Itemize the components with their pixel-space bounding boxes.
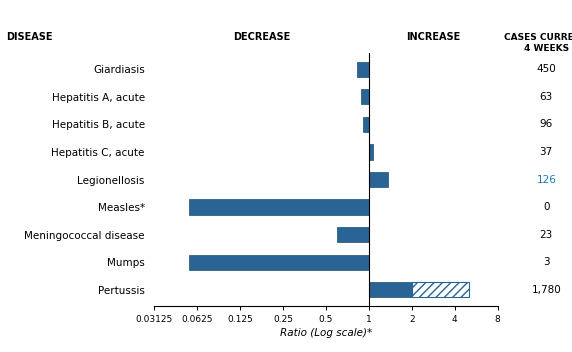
Text: DISEASE: DISEASE bbox=[6, 32, 52, 42]
Text: 126: 126 bbox=[537, 175, 556, 184]
Text: 96: 96 bbox=[539, 119, 553, 130]
Bar bbox=[369, 144, 373, 159]
Text: INCREASE: INCREASE bbox=[406, 32, 460, 42]
Text: 37: 37 bbox=[539, 147, 553, 157]
Bar bbox=[189, 254, 369, 270]
Bar bbox=[363, 117, 369, 132]
Text: 23: 23 bbox=[539, 230, 553, 240]
Text: 450: 450 bbox=[537, 64, 556, 74]
Bar bbox=[189, 200, 369, 215]
Bar bbox=[337, 227, 369, 242]
Text: 0: 0 bbox=[543, 202, 550, 212]
Text: 3: 3 bbox=[543, 257, 550, 267]
Text: DECREASE: DECREASE bbox=[233, 32, 291, 42]
Text: 1,780: 1,780 bbox=[531, 285, 561, 295]
Bar bbox=[412, 282, 468, 297]
Bar bbox=[369, 282, 412, 297]
Bar bbox=[369, 172, 387, 187]
Text: 63: 63 bbox=[539, 92, 553, 102]
Text: CASES CURRENT: CASES CURRENT bbox=[505, 33, 572, 42]
X-axis label: Ratio (Log scale)*: Ratio (Log scale)* bbox=[280, 328, 372, 338]
Bar bbox=[361, 89, 369, 105]
Bar bbox=[357, 62, 369, 77]
Text: 4 WEEKS: 4 WEEKS bbox=[524, 44, 569, 53]
